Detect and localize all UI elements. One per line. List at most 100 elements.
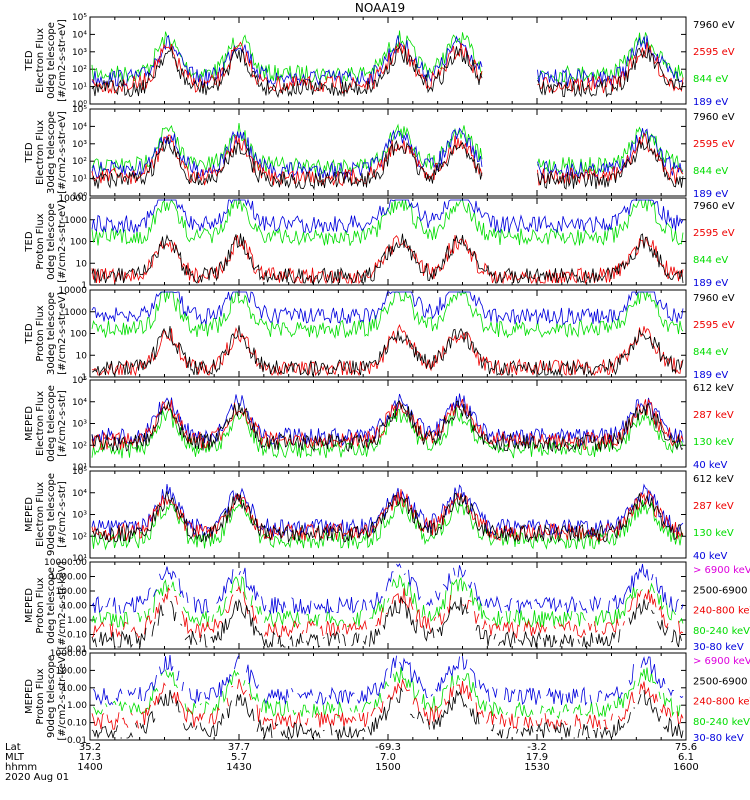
legend-entry: 2500-6900: [693, 676, 748, 687]
y-tick-label: 0.01: [67, 645, 87, 655]
footer-mlt: 17.9: [526, 752, 548, 763]
legend-entry: 189 eV: [693, 370, 728, 381]
y-tick-label: 10⁰: [72, 192, 87, 202]
legend-entry: 2595 eV: [693, 47, 735, 58]
legend-entry: 130 keV: [693, 528, 734, 539]
legend-entry: 189 eV: [693, 97, 728, 108]
y-tick-label: 10.00: [61, 684, 87, 694]
y-axis-label-line: MEPED: [24, 679, 35, 714]
legend-entry: 2500-6900: [693, 585, 748, 596]
y-axis-label-line: Electron Flux: [35, 120, 46, 185]
y-tick-label: 10⁵: [72, 376, 87, 386]
y-tick-label: 0.10: [67, 631, 87, 641]
series-blue: [91, 563, 684, 616]
y-axis-label-line: Electron Flux: [35, 28, 46, 93]
series-green: [91, 199, 684, 246]
y-axis-label-line: TED: [24, 323, 35, 344]
y-tick-label: 10¹: [72, 175, 87, 185]
y-axis-label: TEDProton Flux30deg telescope[#/cm2-s-st…: [24, 292, 68, 375]
legend-entry: 7960 eV: [693, 112, 735, 123]
series-green: [91, 291, 684, 340]
y-axis-label: MEPEDElectron Flux0deg telescope[#/cm2-s…: [24, 385, 68, 462]
panel-8: 0.010.101.0010.00100.001000.00MEPEDProto…: [24, 649, 750, 746]
y-axis-label-line: Electron Flux: [35, 391, 46, 456]
y-axis-label-line: TED: [24, 142, 35, 163]
figure-title: NOAA19: [355, 1, 405, 15]
series-green: [91, 30, 684, 84]
y-tick-label: 100: [70, 330, 87, 340]
legend-entry: 40 keV: [693, 551, 727, 562]
y-tick-label: 10³: [72, 420, 87, 430]
y-tick-label: 10¹: [72, 554, 87, 564]
traces: [91, 563, 684, 649]
y-tick-label: 1000: [64, 308, 87, 318]
series-black: [91, 136, 684, 191]
series-red: [91, 585, 684, 639]
series-red: [91, 132, 684, 187]
y-axis-label-line: 0deg telescope: [46, 22, 57, 99]
footer-hhmm: 1400: [77, 762, 102, 773]
y-axis-label-line: [#/cm2-s-str-keV]: [57, 561, 68, 649]
y-axis-label-line: MEPED: [24, 588, 35, 623]
y-tick-label: 100.00: [56, 666, 88, 676]
y-axis-label: MEPEDProton Flux0deg telescope[#/cm2-s-s…: [24, 561, 68, 649]
footer-hhmm: 1430: [226, 762, 251, 773]
panel-6: 10¹ 10² 10³ 10⁴ 10⁵ MEPEDElectron Flux90deg t…: [24, 467, 734, 564]
series-blue: [91, 483, 684, 538]
y-tick-label: 10.00: [61, 602, 87, 612]
panel-1: 10⁰ 10¹ 10² 10³ 10⁴ 10⁵ TEDElectron Flux0deg t…: [24, 13, 735, 110]
series-red: [91, 678, 684, 730]
footer-lat: 35.2: [79, 742, 101, 753]
y-axis-label-line: Proton Flux: [35, 305, 46, 361]
y-tick-label: 1000: [64, 216, 87, 226]
panel-5: 10¹ 10² 10³ 10⁴ 10⁵ MEPEDElectron Flux0deg te…: [24, 376, 734, 473]
series-green: [91, 574, 684, 628]
series-black: [91, 46, 684, 99]
series-black: [91, 687, 684, 740]
y-tick-label: 10²: [72, 65, 87, 75]
y-tick-label: 10000.00: [44, 558, 87, 568]
footer-lat: -3.2: [527, 742, 547, 753]
y-axis-label-line: Proton Flux: [35, 668, 46, 724]
legend-entry: 2595 eV: [693, 228, 735, 239]
y-tick-label: 1.00: [67, 701, 87, 711]
footer-lat: -69.3: [375, 742, 401, 753]
traces: [91, 654, 684, 740]
legend-entry: > 6900 keV: [693, 656, 750, 667]
legend-entry: > 6900 keV: [693, 565, 750, 576]
series-blue: [93, 654, 684, 706]
traces: [91, 483, 684, 551]
y-axis-label-line: TED: [24, 50, 35, 71]
y-axis-label-line: 0deg telescope: [46, 203, 57, 280]
y-tick-label: 10⁵: [72, 105, 87, 115]
legend-entry: 130 keV: [693, 437, 734, 448]
series-black: [91, 490, 684, 544]
series-black: [91, 325, 684, 377]
y-axis-label-line: 30deg telescope: [46, 292, 57, 375]
footer-hhmm: 1500: [375, 762, 400, 773]
legend-entry: 844 eV: [693, 347, 728, 358]
y-axis-label: MEPEDElectron Flux90deg telescope[#/cm2-…: [24, 473, 68, 556]
y-tick-label: 10⁴: [72, 30, 87, 40]
y-tick-label: 100.00: [56, 587, 88, 597]
series-black: [91, 400, 684, 453]
y-axis-label-line: 90deg telescope: [46, 655, 57, 738]
footer-date: 2020 Aug 01: [5, 772, 69, 783]
series-green: [91, 498, 684, 551]
legend-entry: 2595 eV: [693, 320, 735, 331]
footer-mlt: 17.3: [79, 752, 101, 763]
footer-mlt: 6.1: [678, 752, 694, 763]
y-axis-label: TEDElectron Flux30deg telescope[#/cm2-s-…: [24, 111, 68, 194]
y-axis-label-line: [#/cm2-s-str-keV]: [57, 652, 68, 740]
series-black: [91, 595, 682, 649]
legend-entry: 189 eV: [693, 278, 728, 289]
y-tick-label: 10²: [72, 532, 87, 542]
legend-entry: 287 keV: [693, 501, 734, 512]
y-tick-label: 10¹: [72, 463, 87, 473]
y-axis-label-line: Proton Flux: [35, 213, 46, 269]
y-axis-label-line: 0deg telescope: [46, 385, 57, 462]
y-tick-label: 10³: [72, 511, 87, 521]
